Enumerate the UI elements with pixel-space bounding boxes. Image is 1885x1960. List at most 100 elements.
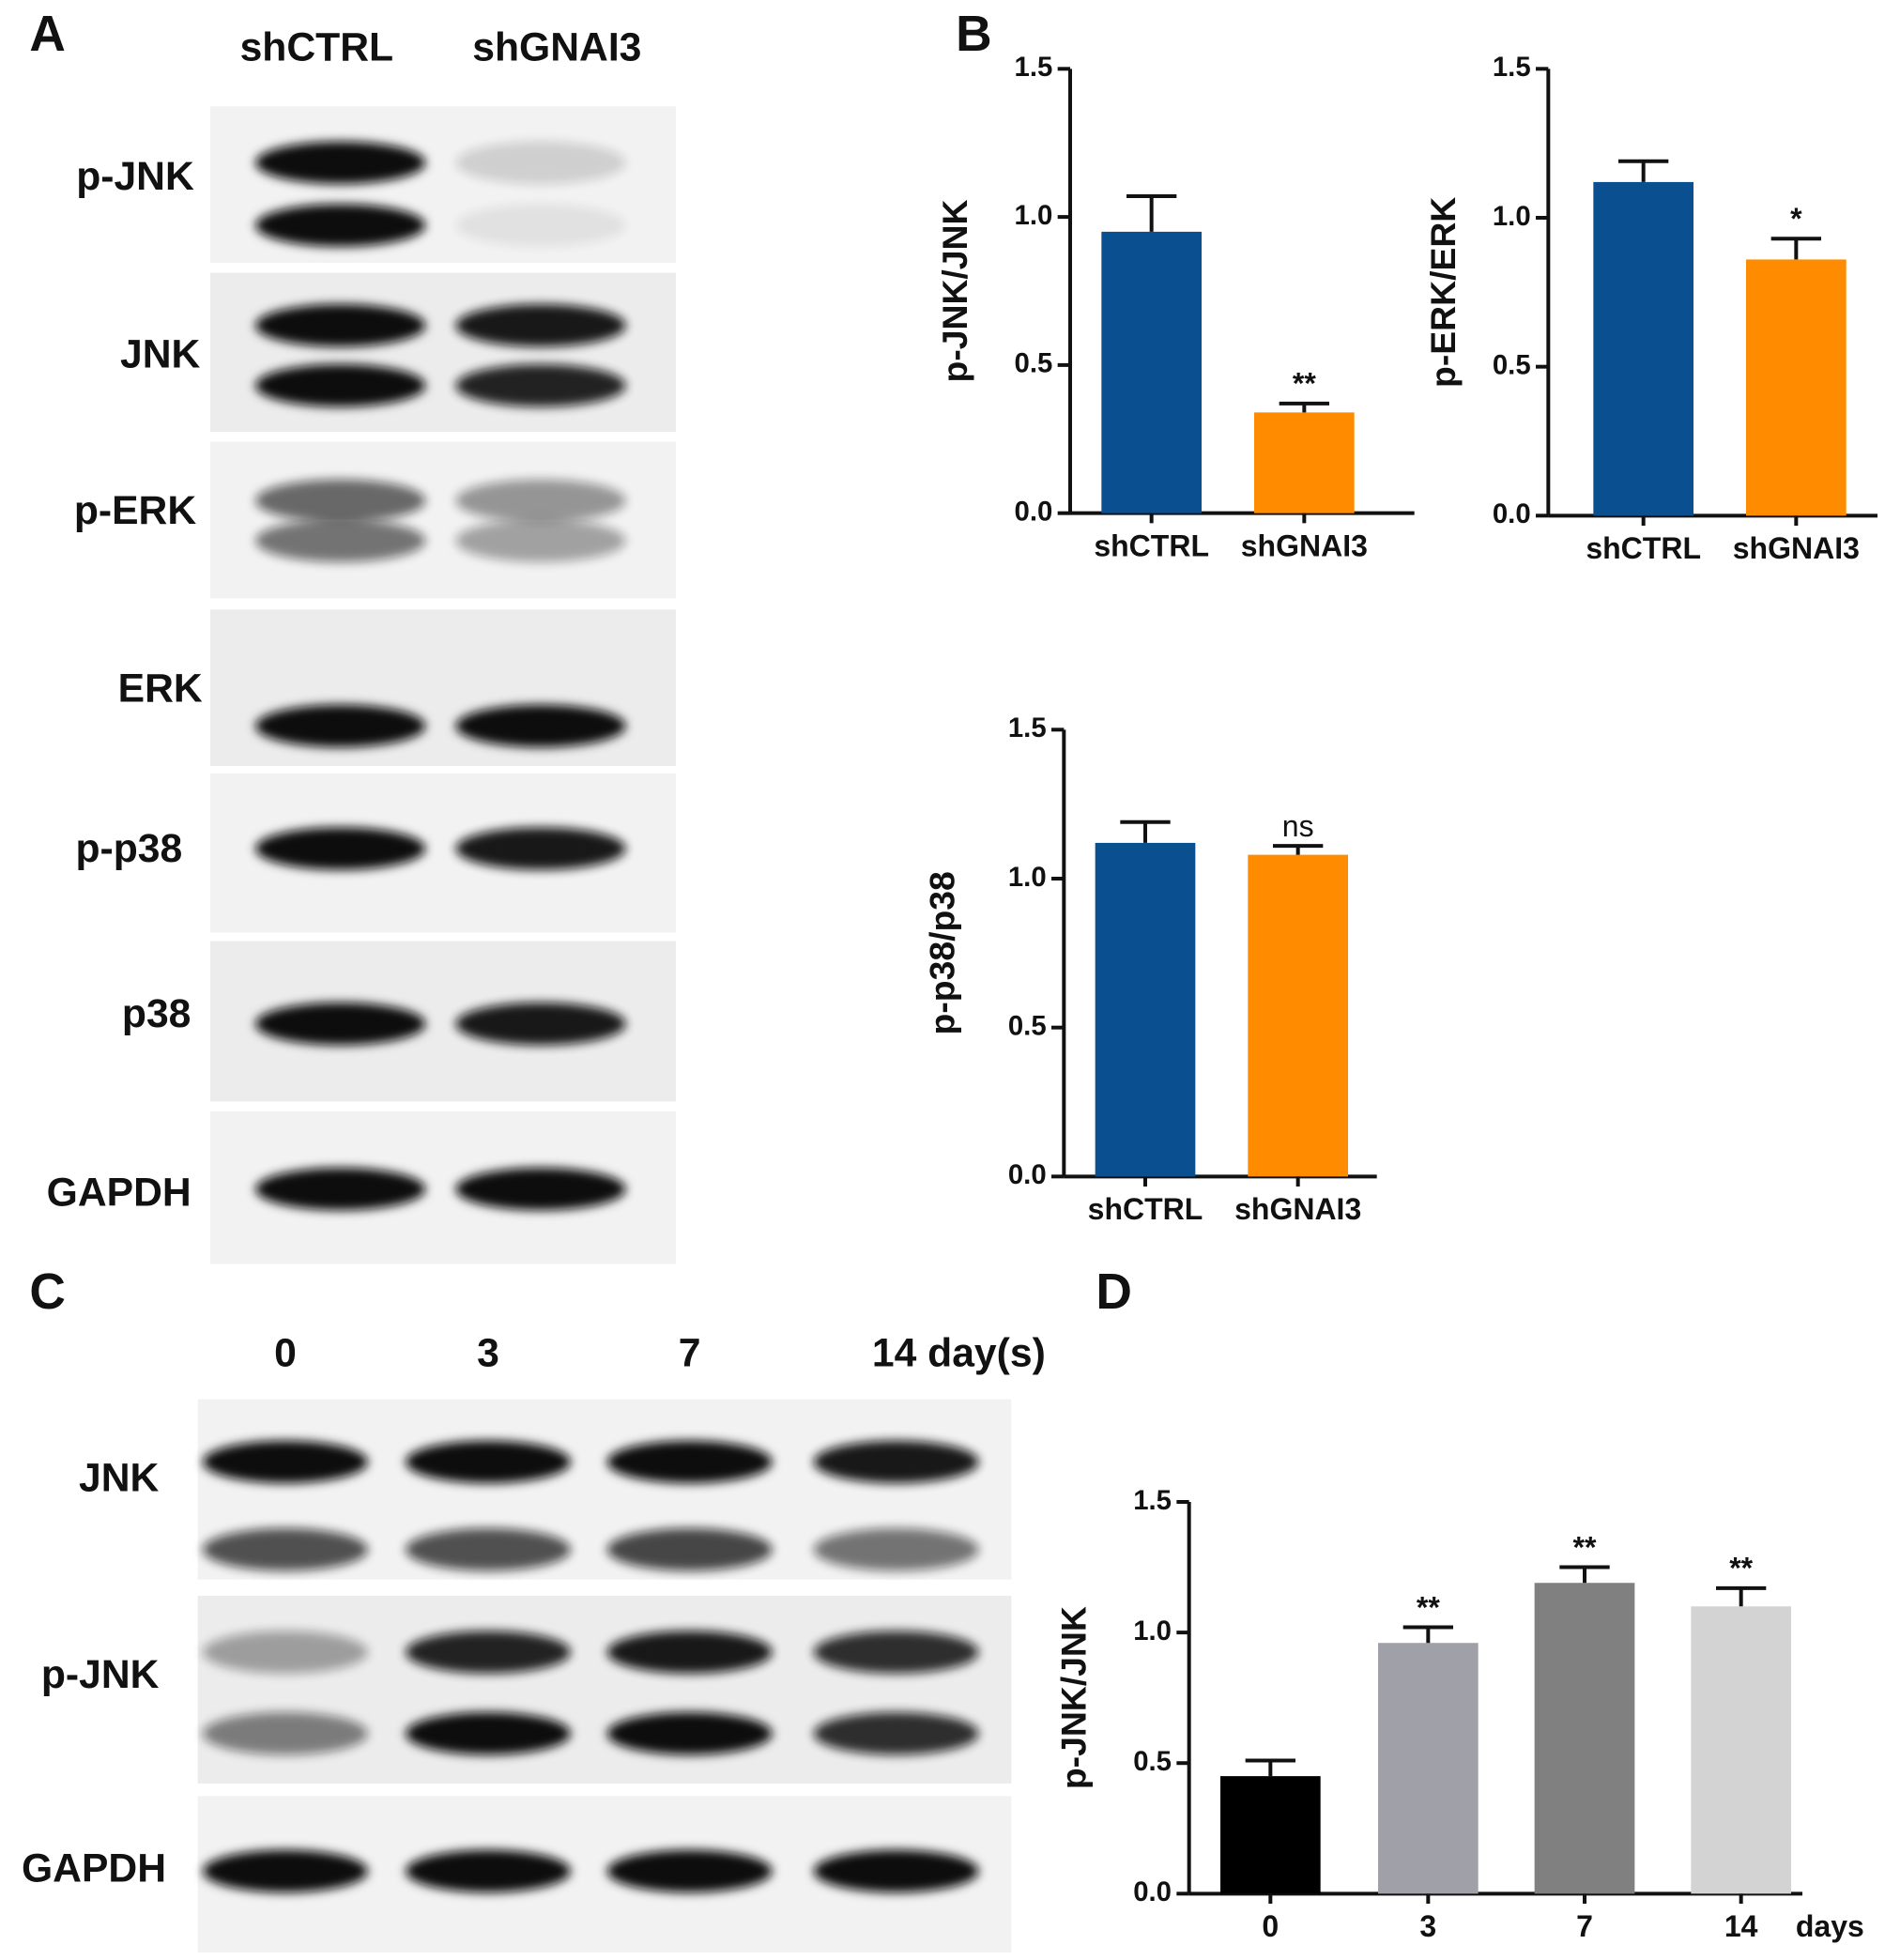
blot-band [406,1712,571,1755]
blot-band [255,141,426,184]
y-tick-label: 0.0 [1493,498,1531,529]
blot-band [455,827,626,870]
y-tick-label: 0.5 [1133,1746,1172,1777]
x-tick-label: shGNAI3 [1733,531,1860,565]
blot-band [813,1712,979,1755]
blot-band [203,1440,368,1483]
bar [1378,1643,1479,1894]
x-tick-label: shCTRL [1094,528,1209,562]
blot-band [455,519,626,562]
y-axis-label: p-JNK/JNK [935,199,974,382]
y-tick-label: 0.5 [1008,1010,1047,1041]
row-label: ERK [118,666,203,711]
y-tick-label: 1.5 [1015,52,1053,83]
error-bar [1245,1758,1295,1777]
bar [1101,231,1202,513]
blot-band [203,1528,368,1571]
lane-label: 14 day(s) [872,1330,1046,1375]
y-tick-label: 0.0 [1015,496,1053,527]
y-tick-label: 1.0 [1008,862,1047,893]
bar [1095,842,1196,1177]
row-label: p-JNK [41,1652,160,1697]
blot-band [255,304,426,347]
lane-label: shGNAI3 [472,25,641,70]
row-label: GAPDH [47,1171,192,1216]
panel-label: C [29,1264,66,1320]
x-tick-label: 0 [1262,1909,1279,1943]
blot-band [255,1003,426,1046]
error-bar [1120,819,1171,843]
blot-band [255,479,426,522]
significance-label: ** [1729,1552,1753,1585]
bar [1593,181,1693,516]
blot-band [203,1631,368,1674]
significance-label: ** [1293,367,1316,401]
error-bar [1273,844,1324,855]
y-axis-label: p-ERK/ERK [1423,197,1463,388]
blot-band [255,1168,426,1211]
blot-band [406,1528,571,1571]
row-label: GAPDH [22,1846,166,1891]
blot-band [203,1849,368,1892]
y-axis-label: p-p38/p38 [923,871,962,1034]
blot-band [455,141,626,184]
bar [1534,1583,1635,1894]
blot-band [813,1631,979,1674]
blot-strip [210,272,676,432]
blot-band [813,1528,979,1571]
blot-strip [197,1596,1012,1784]
y-tick-label: 0.0 [1133,1876,1172,1907]
error-bar [1618,159,1669,182]
y-axis-label: p-JNK/JNK [1054,1606,1094,1789]
blot-band [406,1631,571,1674]
blot-band [455,479,626,522]
blot-band [406,1849,571,1892]
bar [1220,1776,1321,1894]
y-tick-label: 1.0 [1015,200,1053,231]
x-tick-label: shCTRL [1586,531,1701,565]
panel-label: D [1096,1264,1132,1320]
blot-band [455,364,626,407]
error-bar [1402,1625,1453,1644]
x-tick-label: 7 [1576,1909,1593,1943]
panel-label: A [29,7,66,62]
blot-band [606,1849,773,1892]
blot-band [255,519,426,562]
significance-label: ** [1573,1530,1597,1564]
error-bar [1770,237,1821,260]
row-label: p-JNK [76,154,194,199]
lane-label: 3 [477,1330,499,1375]
blot-band [255,827,426,870]
x-tick-label: 14 [1724,1909,1758,1943]
blot-band [606,1440,773,1483]
significance-label: * [1790,202,1802,236]
error-bar [1716,1585,1767,1607]
blot-band [255,364,426,407]
row-label: p38 [122,991,192,1036]
lane-label: shCTRL [240,25,394,70]
y-tick-label: 1.0 [1493,201,1531,232]
bar [1691,1606,1791,1894]
row-label: JNK [79,1456,160,1501]
blot-band [455,1003,626,1046]
x-tick-label: shGNAI3 [1234,1192,1361,1226]
blot-band [813,1849,979,1892]
y-tick-label: 1.5 [1008,712,1047,743]
row-label: p-p38 [75,826,182,871]
panel-label: B [956,7,992,62]
bar [1254,412,1355,513]
bar [1248,854,1348,1177]
x-axis-label: days [1796,1909,1864,1943]
error-bar [1126,194,1177,232]
blot-band [455,704,626,747]
blot-band [606,1631,773,1674]
blot-band [255,204,426,247]
row-label: JNK [120,331,201,376]
y-tick-label: 1.5 [1133,1485,1172,1516]
lane-label: 7 [679,1330,701,1375]
error-bar [1279,401,1329,413]
blot-band [606,1712,773,1755]
blot-band [203,1712,368,1755]
